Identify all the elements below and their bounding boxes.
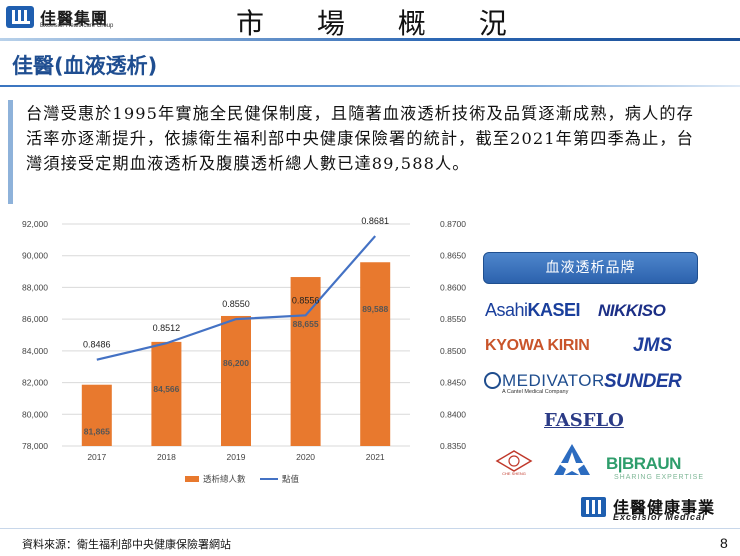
- legend-swatch-bar: [185, 476, 199, 482]
- line-data-label: 0.8550: [222, 299, 250, 309]
- fasflo-logo: FASFLO: [544, 410, 624, 431]
- bar: [360, 262, 391, 446]
- line-data-label: 0.8556: [292, 295, 320, 305]
- y-right-tick-label: 0.8450: [440, 378, 466, 388]
- bar-data-label: 88,655: [293, 319, 319, 329]
- kyowa-kirin-logo: KYOWA KIRIN: [485, 337, 590, 354]
- y-right-tick-label: 0.8650: [440, 251, 466, 261]
- y-left-tick-label: 84,000: [22, 346, 48, 356]
- legend-label-line: 點值: [282, 474, 300, 484]
- y-left-tick-label: 80,000: [22, 409, 48, 419]
- line-data-label: 0.8681: [361, 216, 389, 226]
- nikkiso-logo: NIKKISO: [598, 301, 666, 320]
- asahi-kasei-logo: AsahiKASEI: [485, 300, 581, 321]
- line-series: [96, 235, 377, 361]
- bar-data-label: 86,200: [223, 358, 249, 368]
- medivators-tagline: A Cantel Medical Company: [502, 389, 569, 395]
- footer-logo-icon: [581, 497, 606, 517]
- che-sheng-text: CHE SHENG: [502, 471, 526, 476]
- company-name: 佳醫集團: [40, 9, 109, 28]
- x-tick-label: 2020: [296, 452, 315, 462]
- header-divider: [0, 38, 740, 41]
- y-right-tick-label: 0.8700: [440, 219, 466, 229]
- asahi-light-text: Asahi: [485, 300, 528, 320]
- che-sheng-logo-icon: CHE SHENG: [495, 450, 533, 476]
- footer-company-name: 佳醫健康事業: [613, 498, 716, 517]
- paragraph-accent-bar: [8, 100, 13, 204]
- company-logo-icon: [6, 6, 34, 28]
- y-right-tick-label: 0.8600: [440, 282, 466, 292]
- y-right-tick-label: 0.8400: [440, 409, 466, 419]
- y-left-tick-label: 78,000: [22, 441, 48, 451]
- dialysis-chart: 78,000 80,000 82,000 84,000 86,000 88,000 90,0…: [22, 216, 466, 484]
- bar: [221, 315, 251, 446]
- medivators-logo: MEDIVATORS: [502, 371, 617, 390]
- section-divider: [0, 85, 740, 87]
- source-note: 資料來源：衛生福利部中央健康保險署網站: [22, 538, 231, 551]
- x-tick-label: 2018: [157, 452, 176, 462]
- bar-data-label: 84,566: [153, 384, 179, 394]
- jms-logo: JMS: [633, 335, 673, 356]
- x-tick-label: 2019: [227, 452, 246, 462]
- page-number: 8: [720, 535, 728, 551]
- bar-data-label: 89,588: [362, 304, 388, 314]
- x-tick-label: 2021: [366, 452, 385, 462]
- x-tick-label: 2017: [87, 452, 106, 462]
- y-left-tick-label: 88,000: [22, 282, 48, 292]
- y-left-tick-label: 90,000: [22, 251, 48, 261]
- bar: [81, 384, 112, 446]
- y-left-tick-label: 86,000: [22, 314, 48, 324]
- bbraun-logo: B|BRAUN: [606, 454, 681, 473]
- star-triangle-logo-icon: [554, 444, 590, 476]
- footer-company-subtitle: Excelsior Medical: [613, 512, 706, 522]
- intro-paragraph: 台灣受惠於1995年實施全民健保制度，且隨著血液透析技術及品質逐漸成熟，病人的存…: [26, 104, 694, 173]
- legend-label-bar: 透析總人數: [203, 474, 246, 484]
- bar: [151, 341, 182, 446]
- section-title: 佳醫(血液透析): [12, 54, 158, 78]
- bbraun-tagline: SHARING EXPERTISE: [614, 474, 705, 481]
- asahi-bold-text: KASEI: [527, 300, 581, 320]
- y-right-tick-label: 0.8550: [440, 314, 466, 324]
- page-title: 市 場 概 況: [236, 7, 529, 40]
- y-left-tick-label: 92,000: [22, 219, 48, 229]
- medivators-globe-icon: [484, 372, 501, 389]
- bar-data-label: 81,865: [84, 427, 110, 437]
- y-right-tick-label: 0.8500: [440, 346, 466, 356]
- company-subtitle: Excelsior Healthcare Group: [40, 23, 114, 29]
- brand-title-button[interactable]: 血液透析品牌: [483, 252, 698, 284]
- y-right-tick-label: 0.8350: [440, 441, 466, 451]
- y-left-tick-label: 82,000: [22, 378, 48, 388]
- footer-divider: [0, 528, 740, 529]
- sunder-logo: SUNDER: [604, 371, 682, 392]
- header-bar: 佳醫集團 Excelsior Healthcare Group 市 場 概 況: [0, 0, 740, 42]
- line-data-label: 0.8512: [153, 323, 181, 333]
- line-data-label: 0.8486: [83, 340, 111, 350]
